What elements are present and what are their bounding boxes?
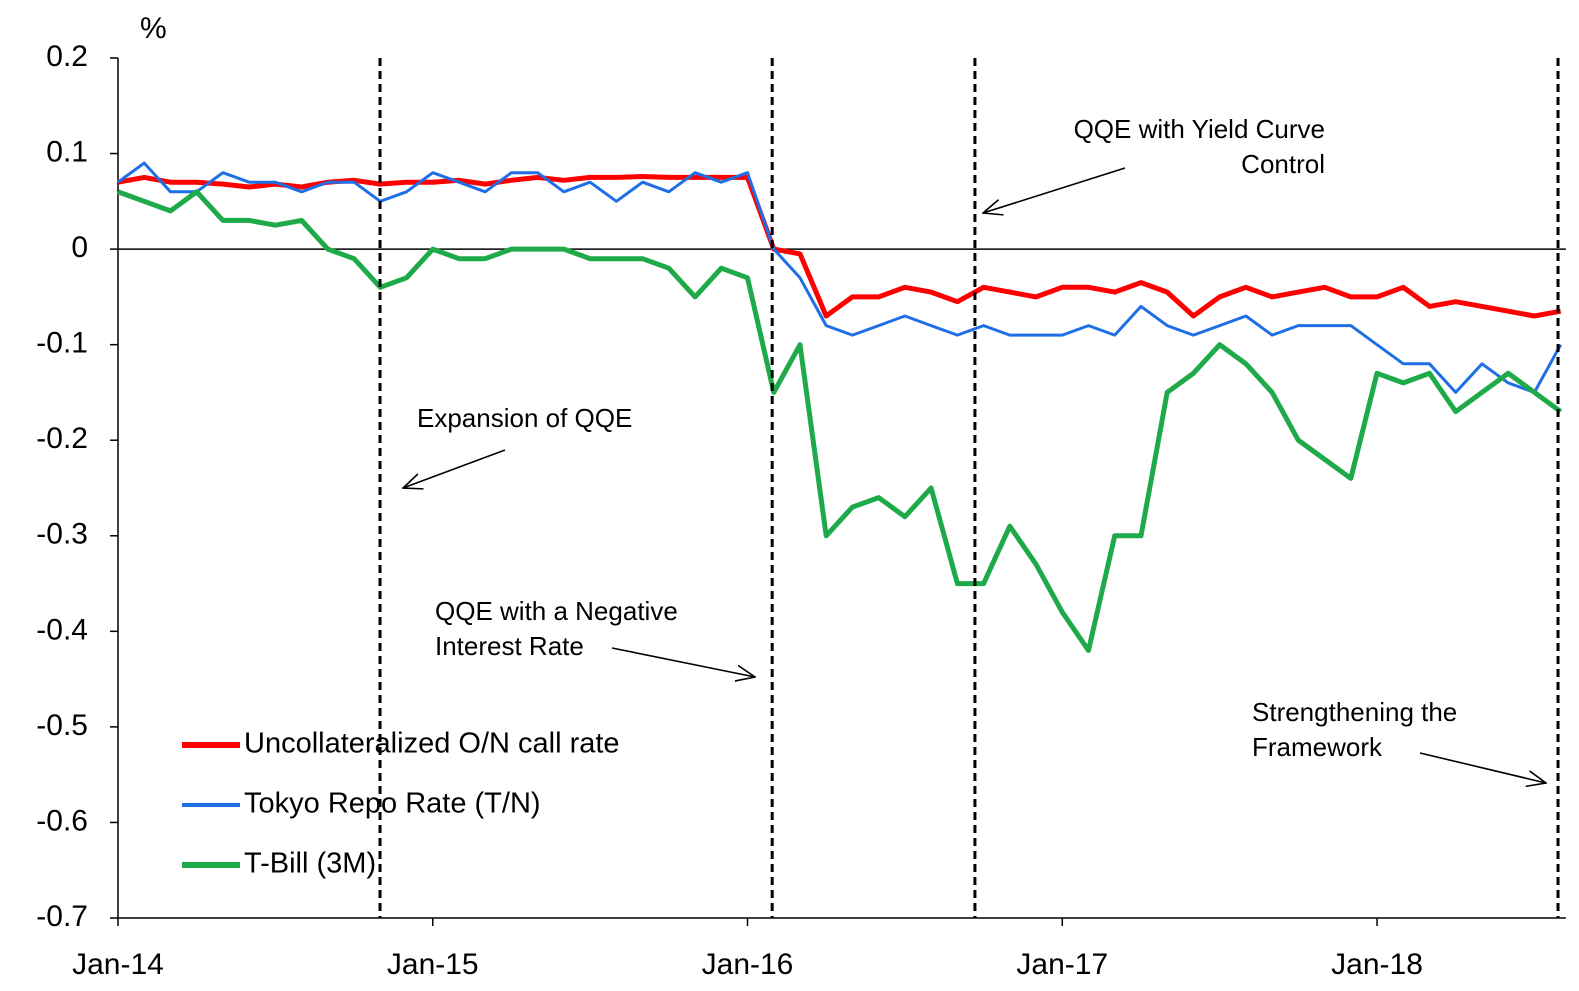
- legend-label: Tokyo Repo Rate (T/N): [244, 788, 541, 820]
- y-tick-label: -0.5: [36, 709, 88, 742]
- y-tick-label: -0.6: [36, 804, 88, 837]
- annotation: Control: [1241, 149, 1325, 179]
- annotation: QQE with a Negative: [435, 596, 678, 626]
- series-line: [117, 189, 1563, 653]
- y-tick-label: 0: [71, 231, 88, 264]
- y-tick-label: -0.7: [36, 900, 88, 933]
- y-tick-label: -0.4: [36, 613, 88, 646]
- annotation-arrows: [403, 167, 1546, 783]
- x-tick-label: Jan-14: [72, 948, 164, 981]
- x-tick-label: Jan-15: [387, 948, 479, 981]
- y-tick-label: -0.1: [36, 327, 88, 360]
- annotation: Expansion of QQE: [417, 403, 632, 433]
- y-tick-label: 0.2: [46, 40, 88, 73]
- series-line: [117, 161, 1563, 394]
- arrow: [403, 449, 506, 488]
- x-tick-label: Jan-16: [702, 948, 794, 981]
- arrow: [1419, 752, 1546, 783]
- series-line: [117, 174, 1562, 319]
- annotation: Framework: [1252, 732, 1383, 762]
- x-tick-label: Jan-18: [1331, 948, 1423, 981]
- x-tick-label: Jan-17: [1016, 948, 1108, 981]
- arrow: [983, 167, 1126, 213]
- y-tick-label: 0.1: [46, 135, 88, 168]
- y-unit: %: [140, 12, 167, 45]
- legend-label: T-Bill (3M): [244, 848, 376, 880]
- annotation: Strengthening the: [1252, 697, 1457, 727]
- arrow: [611, 647, 755, 677]
- annotation: QQE with Yield Curve: [1074, 114, 1325, 144]
- legend-label: Uncollateralized O/N call rate: [244, 728, 620, 760]
- annotation: Interest Rate: [435, 631, 584, 661]
- y-tick-label: -0.3: [36, 518, 88, 551]
- y-tick-label: -0.2: [36, 422, 88, 455]
